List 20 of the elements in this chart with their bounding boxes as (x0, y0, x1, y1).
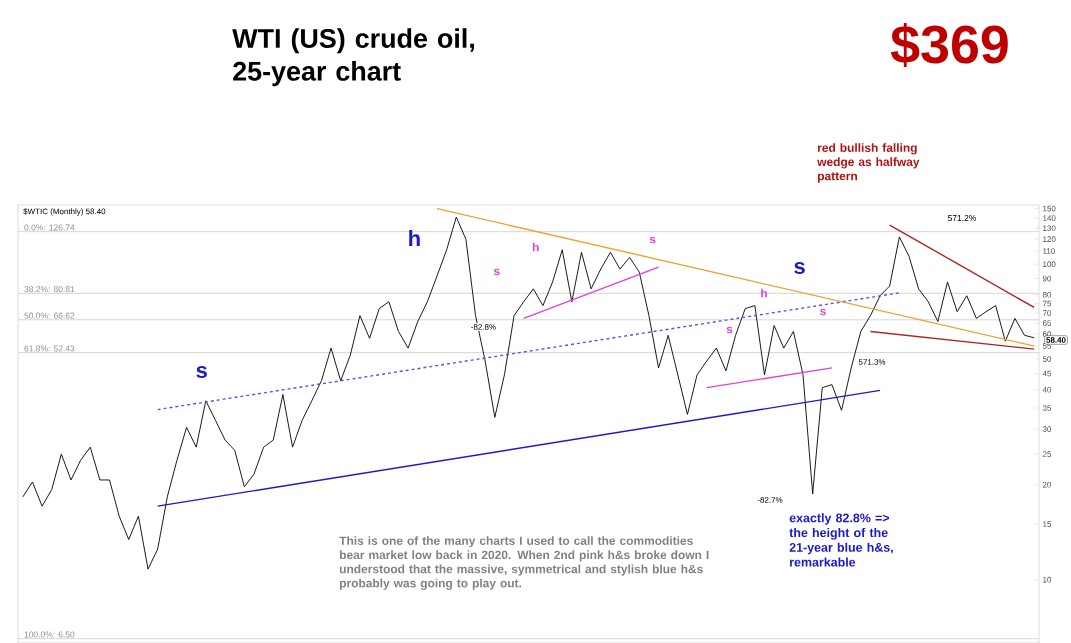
ref-line-label: 61.8%: 52.43 (24, 345, 75, 352)
text: $369 (890, 22, 1008, 67)
ref-line-label: 0.0%: 126.74 (24, 224, 75, 231)
annotation: h (761, 288, 767, 298)
annotation: s (794, 261, 805, 274)
ref-line-label: 38.2%: 80.81 (24, 286, 75, 293)
annotation: s (649, 236, 656, 244)
annotation: This is one of the many charts I used to call the commodities bear market low back in 2020. When 2nd pink h&s broke down I understood that the massive, symmetrical and stylish blue h&s probably was going to play out. (339, 536, 709, 590)
annotation: exactly 82.8% => the height of the 21-year blue h&s, remarkable (789, 513, 893, 567)
annotation: h (532, 242, 539, 252)
annotation: s (493, 268, 500, 276)
annotation: h (409, 229, 420, 246)
ref-line-label: 50.0%: 66.62 (24, 312, 75, 319)
annotation: s (196, 365, 207, 378)
annotation: s (726, 326, 733, 334)
text: red bullish falling wedge as halfway pattern (817, 143, 920, 183)
chart-title: WTI (US) crude oil, 25-year chart (232, 28, 474, 87)
ref-line-label: 100.0%: 6.50 (24, 631, 75, 638)
annotation: 571.2% (947, 214, 977, 221)
annotation: s (820, 308, 826, 316)
